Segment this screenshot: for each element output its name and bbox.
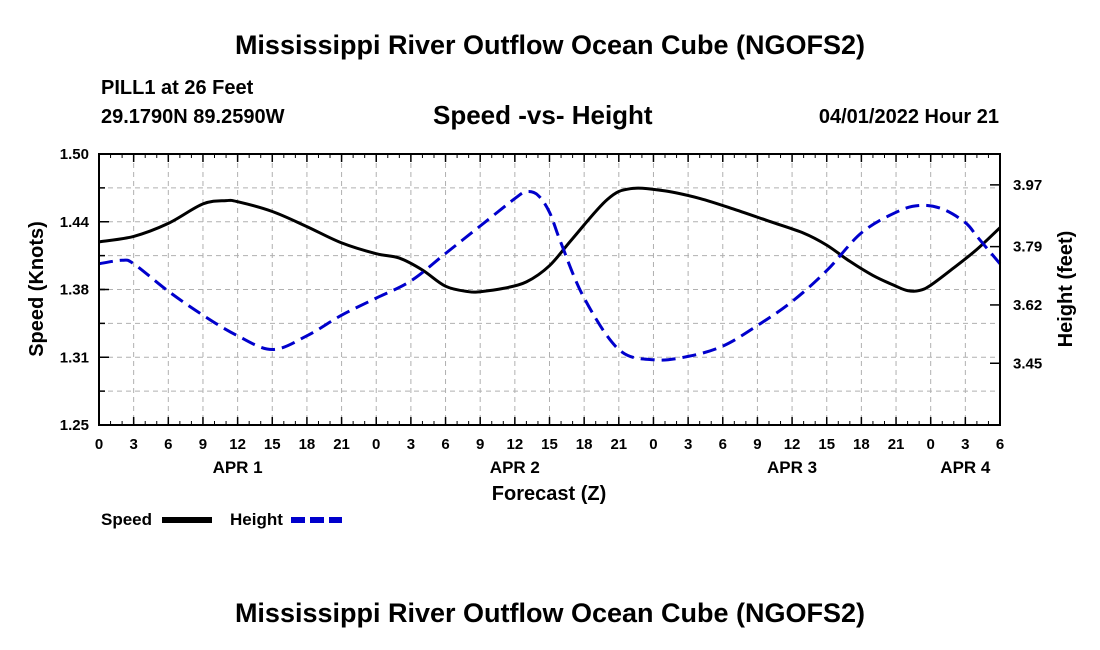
legend: Speed Height [101, 510, 342, 529]
station-coordinates: 29.1790N 89.2590W [101, 106, 285, 128]
axis-ticks [98, 153, 1001, 426]
x-tick-label: 15 [541, 436, 558, 453]
y2-tick-label: 3.97 [1013, 177, 1042, 194]
y-axis-title: Speed (Knots) [26, 221, 48, 357]
x-tick-label: 0 [927, 436, 935, 453]
chart-subtitle: Speed -vs- Height [433, 100, 653, 130]
x-tick-label: 12 [507, 436, 524, 453]
chart-grid [99, 154, 1000, 425]
x-tick-label: 9 [476, 436, 484, 453]
x-tick-label: 6 [441, 436, 449, 453]
y2-tick-label: 3.62 [1013, 297, 1042, 314]
x-tick-label: 6 [996, 436, 1004, 453]
x-tick-label: 15 [818, 436, 835, 453]
forecast-datetime: 04/01/2022 Hour 21 [818, 106, 999, 128]
speed-series-line [98, 186, 1002, 294]
x-tick-label: 18 [853, 436, 870, 453]
y2-tick-label: 3.79 [1013, 239, 1042, 256]
day-label: APR 2 [490, 458, 540, 477]
height-series-line [98, 190, 1002, 362]
x-tick-label: 15 [264, 436, 281, 453]
x-tick-label: 21 [333, 436, 350, 453]
x-tick-label: 18 [576, 436, 593, 453]
y-tick-label: 1.31 [60, 349, 89, 366]
x-tick-label: 0 [372, 436, 380, 453]
y2-axis-title: Height (feet) [1055, 231, 1077, 348]
x-tick-label: 3 [407, 436, 415, 453]
day-label: APR 1 [213, 458, 263, 477]
x-tick-label: 12 [784, 436, 801, 453]
x-tick-label: 12 [229, 436, 246, 453]
station-label: PILL1 at 26 Feet [101, 77, 254, 99]
x-tick-label: 3 [961, 436, 969, 453]
x-tick-label: 9 [753, 436, 761, 453]
y-tick-label: 1.50 [60, 146, 89, 163]
day-label: APR 3 [767, 458, 817, 477]
day-label: APR 4 [940, 458, 991, 477]
y2-tick-label: 3.45 [1013, 355, 1042, 372]
legend-speed-label: Speed [101, 510, 152, 529]
y-tick-label: 1.38 [60, 282, 89, 299]
x-tick-label: 6 [164, 436, 172, 453]
x-tick-label: 21 [610, 436, 627, 453]
y-tick-label: 1.44 [60, 214, 90, 231]
x-tick-label: 0 [649, 436, 657, 453]
x-tick-label: 9 [199, 436, 207, 453]
x-tick-label: 18 [299, 436, 316, 453]
x-tick-label: 21 [888, 436, 905, 453]
x-tick-label: 6 [719, 436, 727, 453]
x-tick-label: 0 [95, 436, 103, 453]
legend-height-label: Height [230, 510, 283, 529]
x-tick-label: 3 [684, 436, 692, 453]
footer-title: Mississippi River Outflow Ocean Cube (NG… [234, 598, 866, 628]
axis-labels: 0 3 6 9 12 15 18 21 0 3 6 9 12 15 18 21 0 3 6 9 12 15 18 21 0 3 6A… [60, 146, 1042, 477]
y-tick-label: 1.25 [60, 417, 89, 434]
page-title: Mississippi River Outflow Ocean Cube (NG… [234, 30, 866, 60]
x-tick-label: 3 [129, 436, 137, 453]
chart-series-group [98, 186, 1002, 362]
x-axis-title: Forecast (Z) [492, 483, 606, 505]
